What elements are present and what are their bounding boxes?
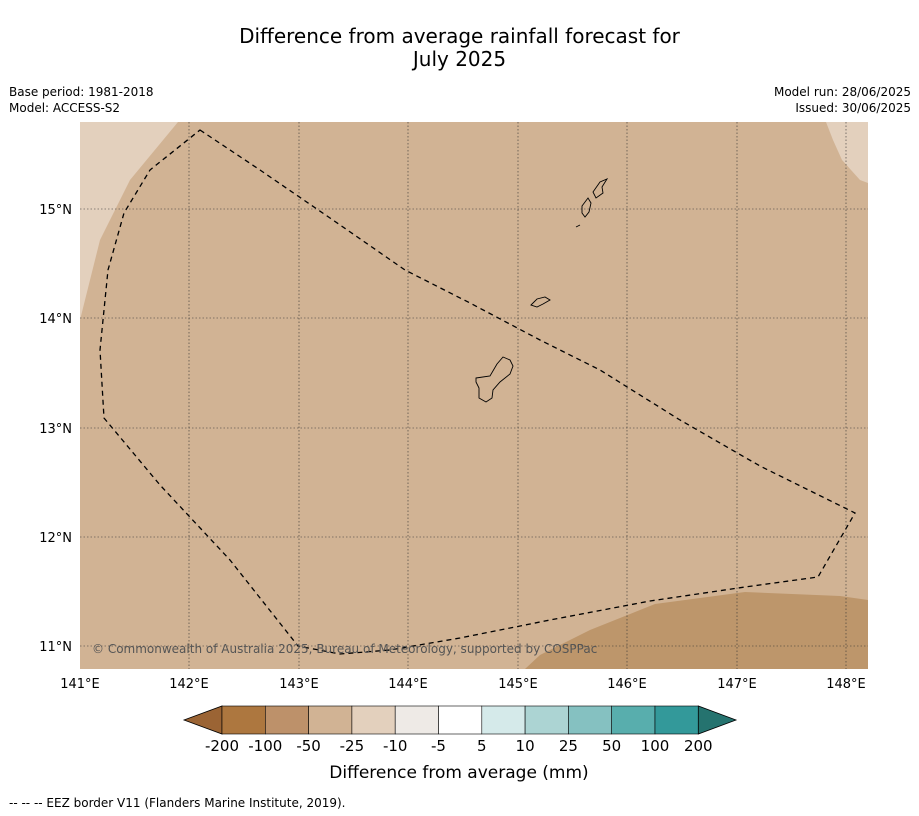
copyright-text: © Commonwealth of Australia 2025, Bureau… — [92, 642, 597, 656]
chart-title-line-1: Difference from average rainfall forecas… — [239, 24, 680, 48]
colorbar-extend-low — [182, 705, 223, 735]
lon-tick-label: 141°E — [60, 677, 100, 692]
lon-tick-label: 143°E — [279, 677, 319, 692]
lon-tick-label: 144°E — [388, 677, 428, 692]
colorbar: -200 -100 -50 -25 -10 -5 5 10 25 50 100 200 — [182, 705, 738, 755]
colorbar-swatch — [221, 705, 266, 735]
meta-left: Base period: 1981-2018 Model: ACCESS-S2 — [9, 84, 154, 116]
colorbar-swatch — [568, 705, 613, 735]
colorbar-tick-label: -5 — [431, 737, 446, 755]
colorbar-tick-label: 25 — [559, 737, 578, 755]
colorbar-title: Difference from average (mm) — [329, 763, 588, 783]
colorbar-tick-label: -10 — [383, 737, 408, 755]
colorbar-tick-label: 100 — [641, 737, 670, 755]
eez-border — [99, 129, 856, 655]
colorbar-swatch — [524, 705, 569, 735]
lon-tick-label: 145°E — [498, 677, 538, 692]
colorbar-swatch — [438, 705, 483, 735]
colorbar-swatch — [308, 705, 353, 735]
base-rainfall-region — [80, 122, 868, 669]
colorbar-tick-label: -50 — [296, 737, 321, 755]
colorbar-extend-high — [697, 705, 738, 735]
map-area: © Commonwealth of Australia 2025, Bureau… — [80, 122, 868, 669]
lat-tick-label: 14°N — [39, 312, 72, 327]
colorbar-tick-label: 50 — [602, 737, 621, 755]
dark-region-southeast — [525, 592, 868, 669]
lat-tick-label: 15°N — [39, 203, 72, 218]
base-period-text: Base period: 1981-2018 — [9, 85, 154, 99]
lat-tick-label: 12°N — [39, 531, 72, 546]
colorbar-swatch — [264, 705, 309, 735]
latitude-tick-labels: 15°N 14°N 13°N 12°N 11°N — [39, 203, 72, 655]
lon-tick-label: 147°E — [717, 677, 757, 692]
light-region-northwest — [80, 122, 178, 320]
lon-tick-label: 148°E — [826, 677, 866, 692]
colorbar-swatch — [611, 705, 656, 735]
model-run-text: Model run: 28/06/2025 — [773, 85, 911, 99]
colorbar-tick-label: 5 — [477, 737, 487, 755]
lon-tick-label: 142°E — [169, 677, 209, 692]
meta-right: Model run: 28/06/2025 Issued: 30/06/2025 — [774, 84, 911, 116]
longitude-tick-labels: 141°E 142°E 143°E 144°E 145°E 146°E 147°… — [60, 677, 866, 692]
colorbar-swatch — [481, 705, 526, 735]
colorbar-tick-label: 10 — [516, 737, 535, 755]
lon-tick-label: 146°E — [607, 677, 647, 692]
tinian-island — [581, 197, 592, 218]
graticule — [80, 122, 868, 669]
eez-footnote: -- -- -- EEZ border V11 (Flanders Marine… — [9, 796, 346, 810]
issued-text: Issued: 30/06/2025 — [795, 101, 911, 115]
island-coastlines — [475, 178, 609, 403]
colorbar-tick-label: -25 — [340, 737, 365, 755]
rota-island — [530, 296, 551, 308]
saipan-island — [592, 178, 609, 199]
colorbar-swatch — [351, 705, 396, 735]
chart-title-line-2: July 2025 — [412, 47, 507, 71]
aguijan-island — [575, 224, 581, 228]
colorbar-swatch — [654, 705, 699, 735]
colorbar-tick-label: -100 — [248, 737, 282, 755]
colorbar-tick-label: -200 — [205, 737, 239, 755]
model-text: Model: ACCESS-S2 — [9, 101, 121, 115]
lat-tick-label: 11°N — [39, 640, 72, 655]
colorbar-tick-label: 200 — [684, 737, 713, 755]
lat-tick-label: 13°N — [39, 422, 72, 437]
guam-island — [475, 356, 514, 403]
light-region-northeast — [826, 122, 868, 183]
colorbar-swatch — [394, 705, 439, 735]
